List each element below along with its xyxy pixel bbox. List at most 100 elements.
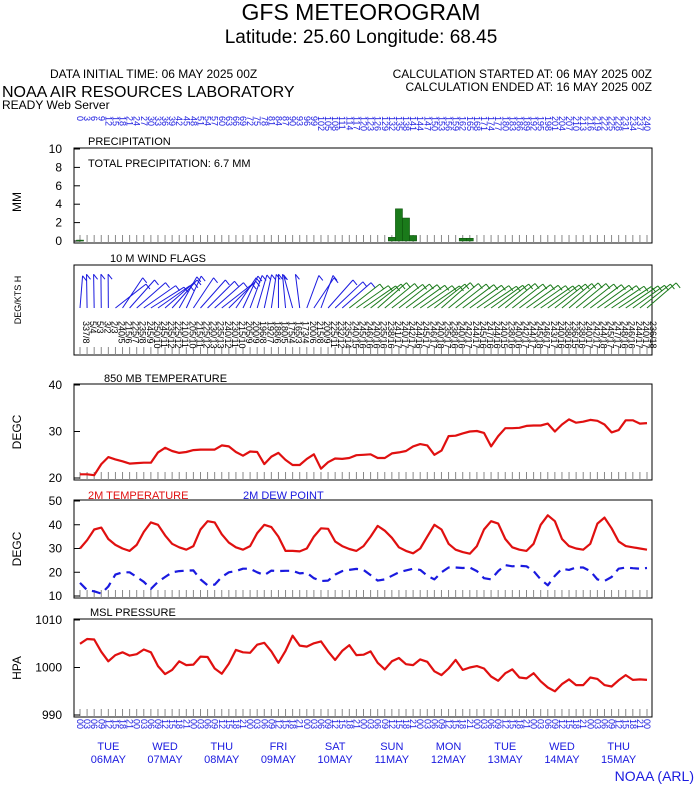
wind-label: 244/18	[598, 321, 608, 349]
wind-barb-flag	[196, 276, 202, 283]
wind-barb-flag	[333, 277, 339, 284]
wind-label: 205/10	[187, 321, 197, 349]
forecast-hour-label: 87	[281, 116, 291, 126]
wind-barb-flag	[395, 285, 401, 292]
forecast-hour-label: 114	[344, 116, 354, 130]
wind-label: 240/16	[556, 321, 566, 349]
temp850-ylabel: DEGC	[10, 414, 24, 449]
utc-hour-label: 12	[103, 719, 113, 729]
utc-hour-label: 00	[132, 719, 142, 729]
forecast-hour-label: 0	[75, 116, 85, 121]
dewpoint-legend: 2M DEW POINT	[243, 490, 324, 502]
wind-barb	[590, 284, 622, 309]
wind-label: 200/9	[322, 321, 332, 344]
utc-hour-label: 09	[210, 719, 220, 729]
wind-label: 165/3	[294, 321, 304, 344]
wind-label: 200/6	[308, 321, 318, 344]
wind-barb	[136, 282, 166, 309]
utc-hour-label: 09	[323, 719, 333, 729]
utc-hour-label: 18	[571, 719, 581, 729]
wind-barb	[281, 274, 287, 309]
date-label: 11MAY	[375, 754, 410, 766]
forecast-hour-label: 39	[167, 116, 177, 126]
utc-hour-label: 12	[500, 719, 510, 729]
utc-hour-label: 03	[139, 719, 149, 729]
wind-label: 235/17	[442, 321, 452, 349]
wind-barb	[568, 282, 599, 309]
wind-barb	[575, 283, 607, 309]
data-initial-time: DATA INITIAL TIME: 06 MAY 2025 00Z	[50, 67, 257, 81]
utc-hour-label: 18	[628, 719, 638, 729]
y-tick-label: 10	[49, 589, 63, 603]
server-name: READY Web Server	[2, 98, 110, 112]
wind-barb	[313, 277, 335, 309]
forecast-hour-label: 33	[153, 116, 163, 126]
wind-label: 245/16	[357, 321, 367, 349]
wind-label: 5/4	[88, 321, 98, 334]
wind-barb	[547, 284, 580, 309]
y-tick-label: 6	[55, 179, 62, 193]
forecast-hour-label: 237	[635, 116, 645, 131]
wind-barb	[334, 281, 364, 309]
forecast-hour-label: 30	[146, 116, 156, 126]
wind-barb	[349, 283, 381, 309]
wind-label: 242/17	[407, 321, 417, 349]
forecast-hour-label: 156	[444, 116, 454, 131]
wind-barb-flag	[107, 273, 113, 280]
forecast-hour-label: 126	[373, 116, 383, 131]
footer-credit: NOAA (ARL)	[615, 768, 694, 784]
day-of-week-label: FRI	[270, 741, 288, 753]
wind-barb-flag	[255, 280, 261, 287]
utc-hour-label: 21	[351, 719, 361, 729]
wind-label: 180/5	[279, 321, 289, 344]
forecast-hour-label: 132	[387, 116, 397, 131]
wind-barb	[86, 274, 88, 309]
y-tick-label: 1010	[35, 613, 62, 627]
wind-label: 240/15	[499, 321, 509, 349]
wind-barb-flag	[362, 281, 368, 288]
wind-label: 245/17	[421, 321, 431, 349]
wind-label: 247/17	[613, 321, 623, 349]
wind-label: 2/3	[109, 321, 119, 334]
forecast-hour-label: 171	[479, 116, 489, 131]
day-of-week-label: TUE	[494, 741, 516, 753]
wind-label: 200/9	[251, 321, 261, 344]
wind-barb	[441, 282, 471, 309]
wind-barb	[143, 285, 176, 309]
page-subtitle: Latitude: 25.60 Longitude: 68.45	[225, 27, 498, 48]
utc-hour-label: 15	[394, 719, 404, 729]
utc-hour-label: 18	[458, 719, 468, 729]
forecast-hour-label: 108	[330, 116, 340, 131]
y-tick-label: 20	[49, 471, 63, 485]
utc-hour-label: 21	[125, 719, 135, 729]
wind-barb	[611, 285, 645, 309]
wind-label: 175/4	[287, 321, 297, 344]
forecast-hour-label: 54	[203, 116, 213, 126]
day-of-week-label: WED	[152, 741, 178, 753]
wind-barb	[639, 283, 671, 309]
wind-barb-flag	[464, 283, 470, 290]
date-label: 09MAY	[261, 754, 297, 766]
forecast-hour-label: 60	[217, 116, 227, 126]
utc-hour-label: 12	[160, 719, 170, 729]
wind-label: 242/17	[591, 321, 601, 349]
wind-barb	[320, 275, 334, 309]
wind-barb	[476, 285, 510, 309]
wind-label: 236/15	[570, 321, 580, 349]
wind-barb-flag	[451, 285, 457, 291]
precip-bar	[395, 208, 403, 242]
utc-hour-label: 00	[585, 719, 595, 729]
forecast-hour-label: 162	[458, 116, 468, 131]
wind-label: 246/16	[627, 321, 637, 349]
forecast-hour-label: 231	[621, 116, 631, 131]
precip-bar	[402, 217, 410, 242]
day-of-week-label: SAT	[325, 741, 346, 753]
forecast-hour-label: 144	[415, 116, 425, 131]
wind-label: 225/12	[201, 321, 211, 349]
wind-label: 225/7	[131, 321, 141, 344]
y-tick-label: 0	[55, 234, 62, 248]
forecast-hour-label: 177	[493, 116, 503, 131]
forecast-hour-label: 204	[557, 116, 567, 131]
forecast-hour-label: 72	[245, 116, 255, 126]
forecast-hour-label: 51	[195, 116, 205, 126]
